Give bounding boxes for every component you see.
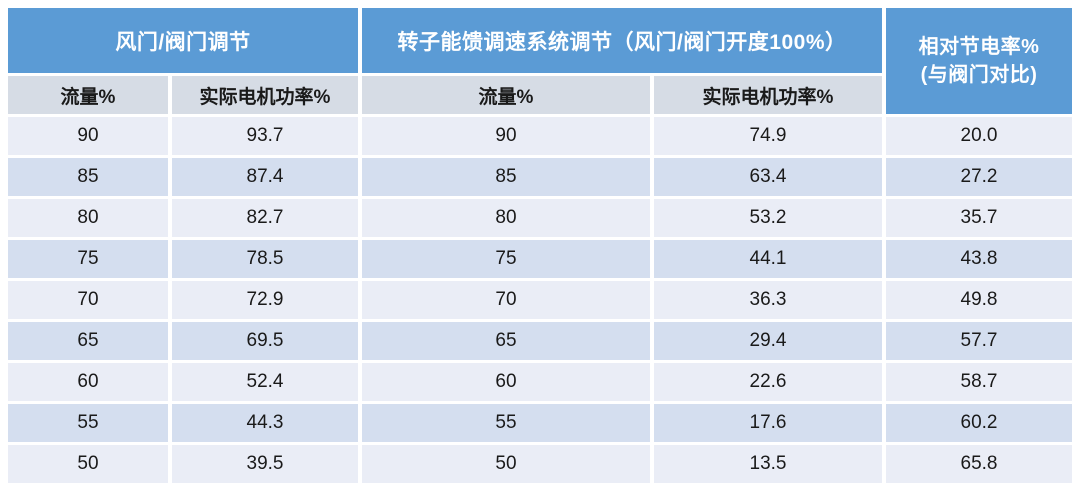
table-cell: 55 <box>362 404 650 442</box>
table-cell: 82.7 <box>172 199 358 237</box>
header-relative-saving-rate-line1: 相对节电率% <box>918 36 1040 58</box>
subheader-motor-power-2: 实际电机功率% <box>654 76 882 114</box>
table-cell: 29.4 <box>654 322 882 360</box>
table-cell: 70 <box>8 281 168 319</box>
header-group-rotor-feedback-system: 转子能馈调速系统调节（风门/阀门开度100%） <box>362 8 882 73</box>
table-cell: 60 <box>8 363 168 401</box>
comparison-table: 风门/阀门调节 转子能馈调速系统调节（风门/阀门开度100%） 相对节电率% (… <box>8 8 1072 483</box>
table-cell: 69.5 <box>172 322 358 360</box>
table-cell: 78.5 <box>172 240 358 278</box>
table-cell: 52.4 <box>172 363 358 401</box>
table-cell: 90 <box>8 117 168 155</box>
header-group-damper-valve: 风门/阀门调节 <box>8 8 358 73</box>
table-cell: 39.5 <box>172 445 358 483</box>
table-cell: 57.7 <box>886 322 1072 360</box>
table-cell: 93.7 <box>172 117 358 155</box>
table-cell: 70 <box>362 281 650 319</box>
table-cell: 44.1 <box>654 240 882 278</box>
table-cell: 44.3 <box>172 404 358 442</box>
table-cell: 43.8 <box>886 240 1072 278</box>
table-cell: 74.9 <box>654 117 882 155</box>
table-cell: 75 <box>362 240 650 278</box>
table-cell: 20.0 <box>886 117 1072 155</box>
table-cell: 63.4 <box>654 158 882 196</box>
subheader-flow-1: 流量% <box>8 76 168 114</box>
table-cell: 90 <box>362 117 650 155</box>
table-cell: 53.2 <box>654 199 882 237</box>
header-relative-saving-rate: 相对节电率% (与阀门对比) <box>886 8 1072 114</box>
table-cell: 65 <box>362 322 650 360</box>
table-cell: 87.4 <box>172 158 358 196</box>
header-relative-saving-rate-line2: (与阀门对比) <box>920 64 1038 86</box>
table-cell: 75 <box>8 240 168 278</box>
table-cell: 50 <box>8 445 168 483</box>
table-cell: 35.7 <box>886 199 1072 237</box>
table-cell: 72.9 <box>172 281 358 319</box>
table-cell: 80 <box>8 199 168 237</box>
table-cell: 49.8 <box>886 281 1072 319</box>
table-cell: 17.6 <box>654 404 882 442</box>
table-cell: 58.7 <box>886 363 1072 401</box>
table-cell: 85 <box>8 158 168 196</box>
subheader-flow-2: 流量% <box>362 76 650 114</box>
table-cell: 22.6 <box>654 363 882 401</box>
subheader-motor-power-1: 实际电机功率% <box>172 76 358 114</box>
table-cell: 50 <box>362 445 650 483</box>
table-cell: 55 <box>8 404 168 442</box>
table-cell: 27.2 <box>886 158 1072 196</box>
table-cell: 65.8 <box>886 445 1072 483</box>
table-cell: 80 <box>362 199 650 237</box>
table-cell: 60.2 <box>886 404 1072 442</box>
table-cell: 60 <box>362 363 650 401</box>
table-cell: 36.3 <box>654 281 882 319</box>
table-cell: 13.5 <box>654 445 882 483</box>
table-cell: 65 <box>8 322 168 360</box>
table-cell: 85 <box>362 158 650 196</box>
